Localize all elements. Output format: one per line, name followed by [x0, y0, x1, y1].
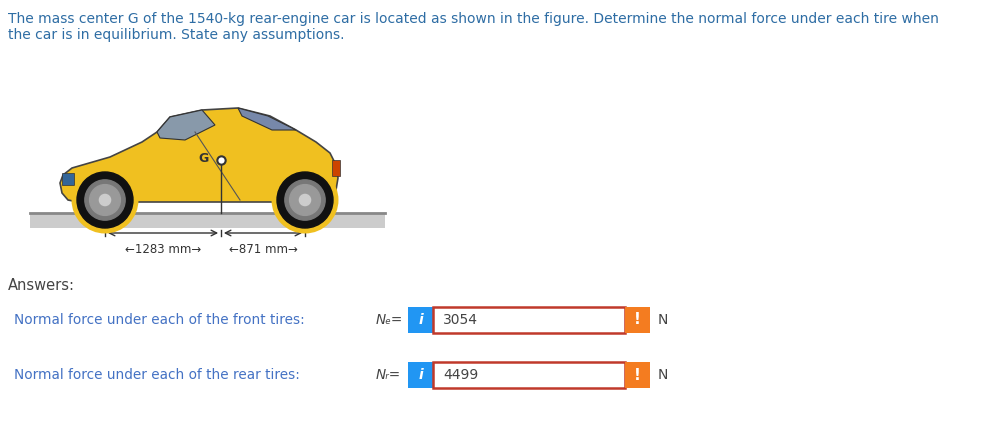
Text: i: i: [418, 313, 423, 327]
Bar: [433, 307, 624, 333]
Bar: [30, 213, 385, 228]
Polygon shape: [60, 108, 338, 202]
Polygon shape: [157, 110, 214, 140]
Polygon shape: [237, 108, 296, 130]
Circle shape: [85, 180, 125, 220]
Bar: [408, 307, 433, 333]
Text: N: N: [657, 368, 667, 382]
Text: The mass center G of the 1540-kg rear-engine car is located as shown in the figu: The mass center G of the 1540-kg rear-en…: [8, 12, 938, 26]
Circle shape: [277, 172, 333, 228]
Bar: [332, 160, 340, 176]
Circle shape: [300, 194, 311, 205]
Text: N: N: [657, 313, 667, 327]
Text: ←871 mm→: ←871 mm→: [228, 243, 298, 256]
Circle shape: [99, 194, 110, 205]
Bar: [62, 173, 74, 185]
Text: !: !: [633, 312, 640, 327]
Text: 4499: 4499: [443, 368, 478, 382]
Text: !: !: [633, 368, 640, 382]
Text: Nᵣ=: Nᵣ=: [376, 368, 401, 382]
Circle shape: [285, 180, 325, 220]
Bar: [408, 362, 433, 388]
Text: Normal force under each of the rear tires:: Normal force under each of the rear tire…: [14, 368, 300, 382]
Text: 3054: 3054: [443, 313, 478, 327]
Bar: [433, 362, 624, 388]
Circle shape: [89, 184, 120, 215]
Circle shape: [290, 184, 320, 215]
Text: ←1283 mm→: ←1283 mm→: [125, 243, 201, 256]
Bar: [624, 307, 649, 333]
Text: the car is in equilibrium. State any assumptions.: the car is in equilibrium. State any ass…: [8, 28, 344, 42]
Bar: [624, 362, 649, 388]
Text: G: G: [198, 152, 208, 164]
Text: Nₑ=: Nₑ=: [376, 313, 403, 327]
Circle shape: [77, 172, 133, 228]
Text: i: i: [418, 368, 423, 382]
Text: Answers:: Answers:: [8, 278, 75, 293]
Text: Normal force under each of the front tires:: Normal force under each of the front tir…: [14, 313, 305, 327]
